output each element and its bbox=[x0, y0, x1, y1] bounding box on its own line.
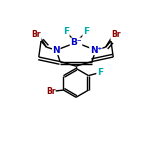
Text: N: N bbox=[52, 46, 60, 55]
Text: N⁺: N⁺ bbox=[90, 46, 102, 55]
Text: Br: Br bbox=[46, 87, 55, 96]
Text: F: F bbox=[97, 68, 103, 77]
Text: B⁻: B⁻ bbox=[70, 38, 82, 47]
Text: Br: Br bbox=[32, 30, 41, 40]
Text: F: F bbox=[83, 27, 89, 36]
Text: Br: Br bbox=[111, 30, 120, 40]
Text: F: F bbox=[63, 27, 69, 36]
